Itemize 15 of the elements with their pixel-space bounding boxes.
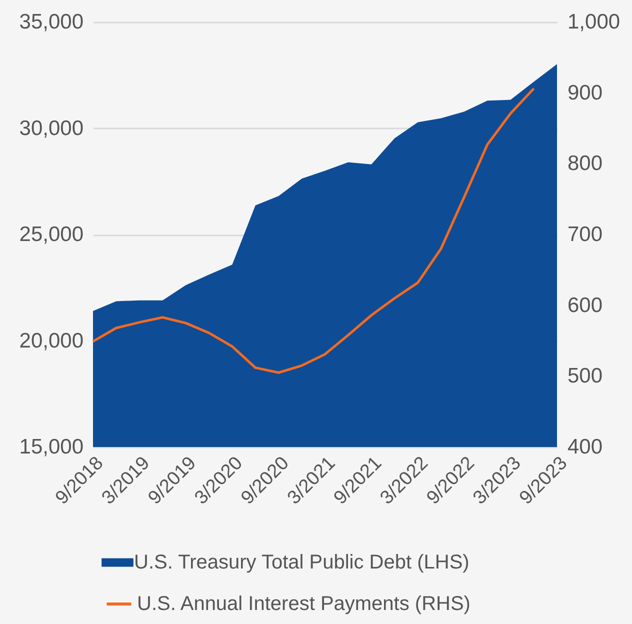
y-tick-label: 20,000 — [19, 329, 84, 352]
y-tick-label: 35,000 — [19, 10, 84, 34]
y2-tick-label: 500 — [568, 364, 603, 388]
y2-tick-label: 900 — [568, 81, 603, 104]
legend-label: U.S. Treasury Total Public Debt (LHS) — [134, 552, 470, 574]
y2-tick-label: 1,000 — [568, 10, 620, 34]
y-tick-label: 30,000 — [19, 116, 84, 140]
y2-tick-label: 700 — [568, 223, 603, 246]
y2-tick-label: 400 — [568, 436, 603, 458]
y-tick-label: 15,000 — [19, 436, 84, 458]
y2-tick-label: 600 — [568, 294, 603, 317]
y2-tick-label: 800 — [568, 152, 603, 176]
legend-label: U.S. Annual Interest Payments (RHS) — [137, 593, 470, 615]
line-series — [92, 87, 536, 374]
y-tick-label: 25,000 — [19, 223, 84, 246]
